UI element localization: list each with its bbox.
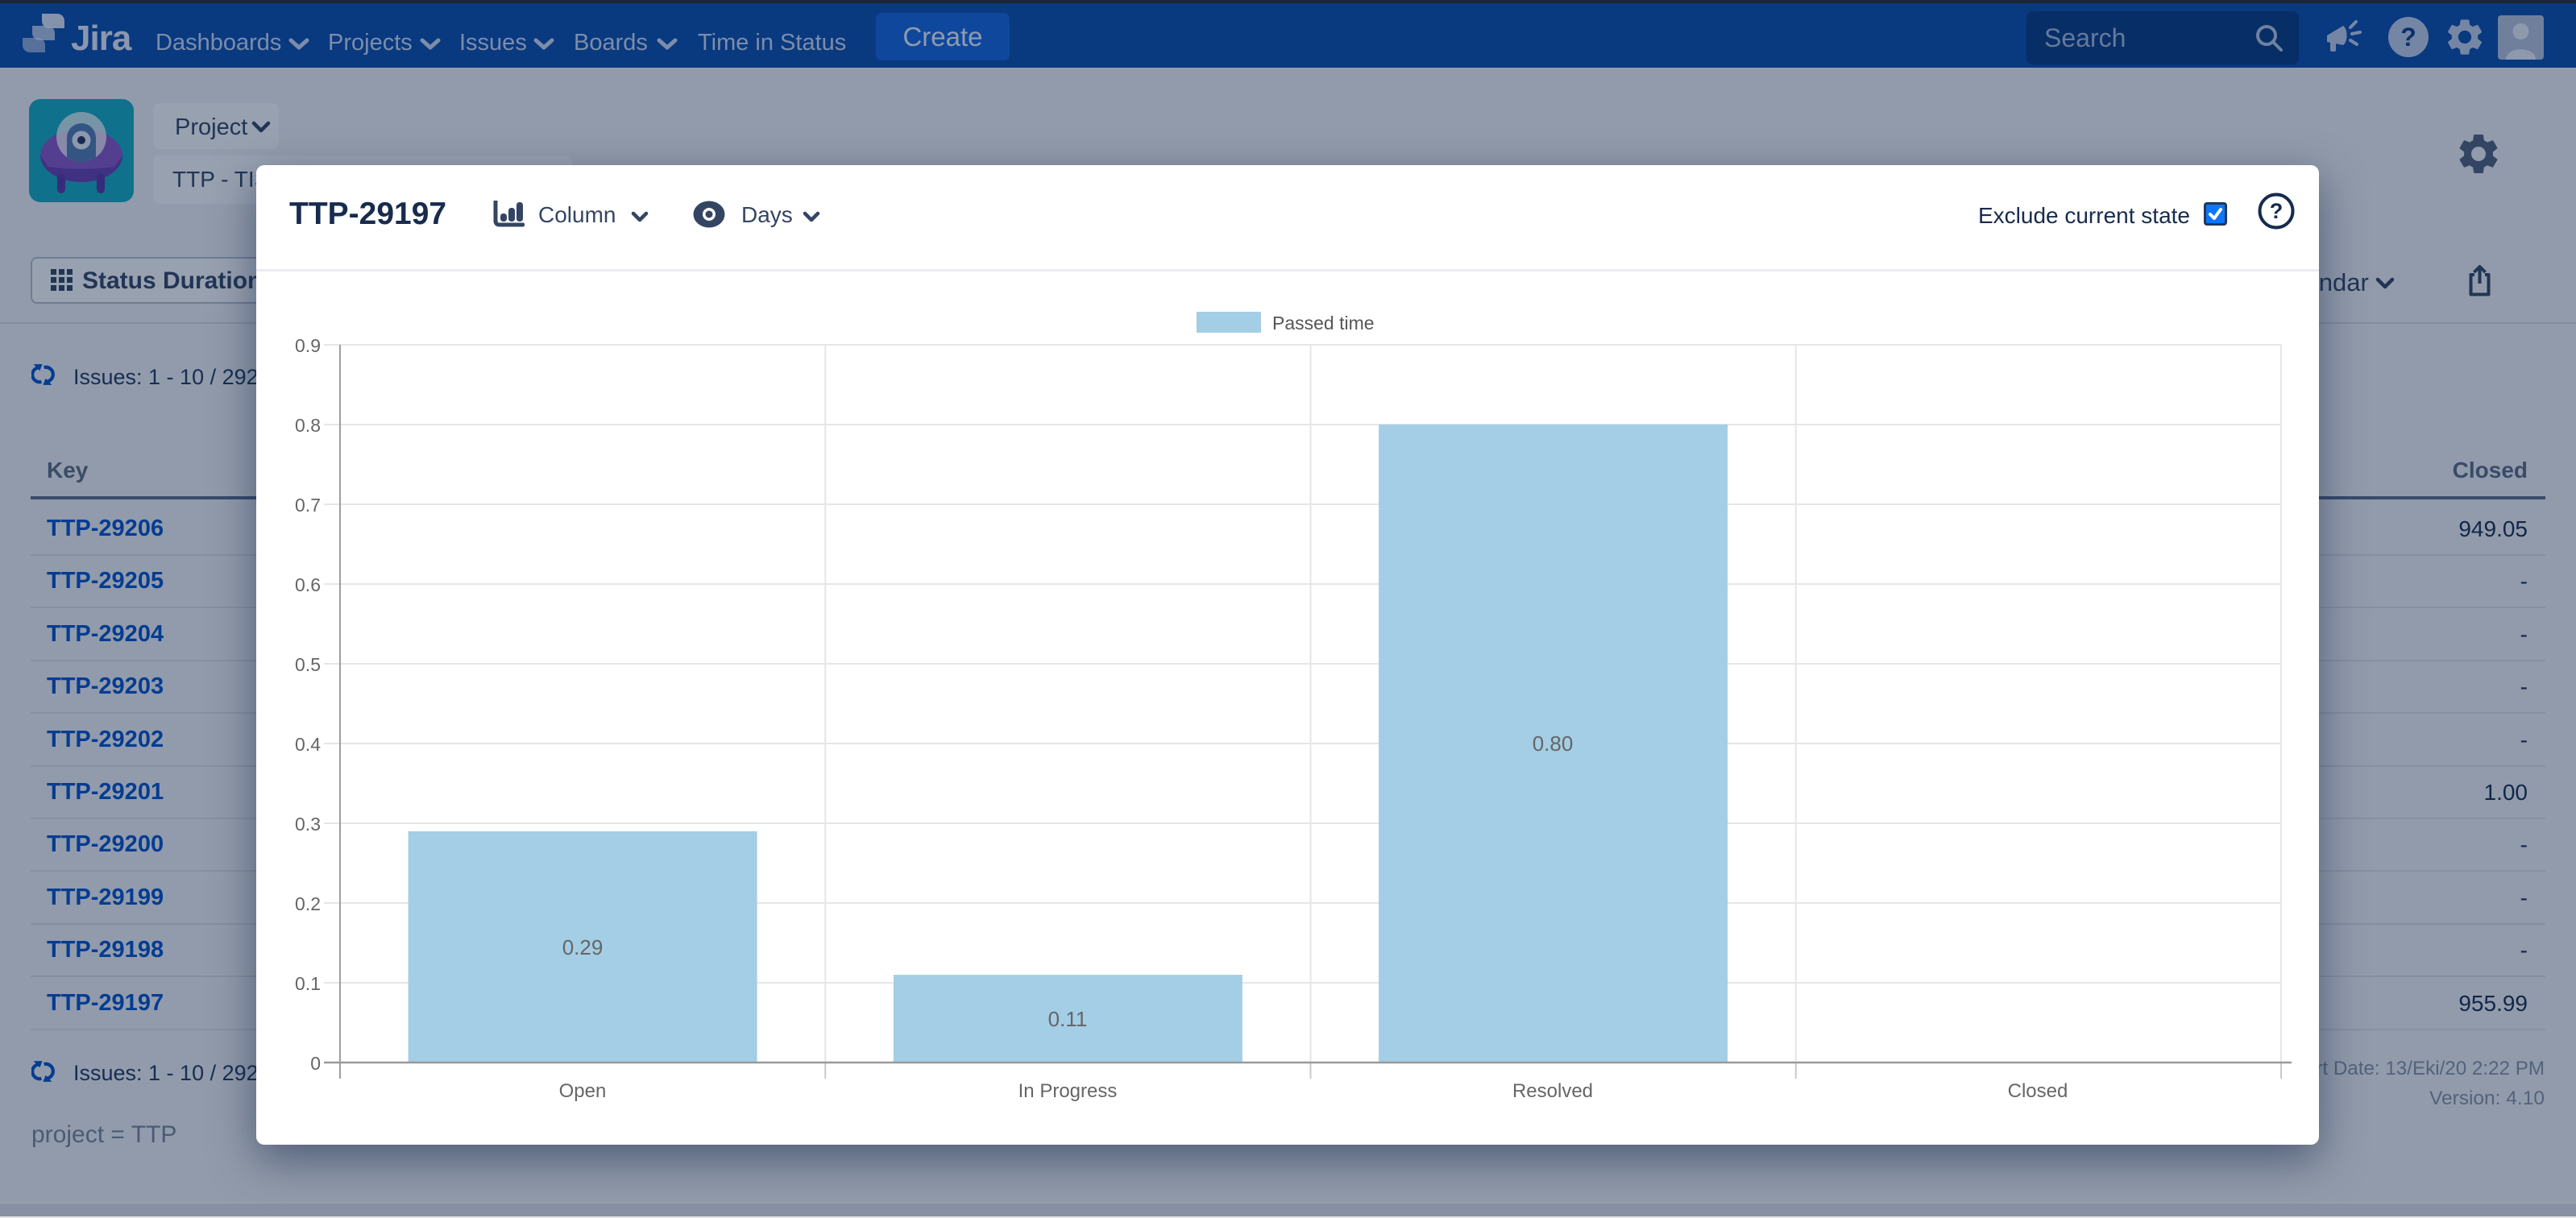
svg-text:0.8: 0.8 (295, 415, 321, 436)
svg-text:0.6: 0.6 (295, 574, 321, 595)
svg-text:Closed: Closed (2008, 1080, 2068, 1102)
svg-text:0.11: 0.11 (1048, 1007, 1088, 1031)
svg-text:0.5: 0.5 (295, 654, 321, 675)
svg-text:In Progress: In Progress (1018, 1080, 1118, 1102)
svg-text:0.3: 0.3 (295, 814, 321, 835)
svg-text:Resolved: Resolved (1512, 1080, 1593, 1102)
svg-text:0.29: 0.29 (562, 935, 604, 959)
svg-text:0.9: 0.9 (295, 335, 321, 356)
svg-text:?: ? (2270, 199, 2284, 223)
svg-text:0.2: 0.2 (295, 893, 321, 914)
svg-text:0.1: 0.1 (295, 973, 321, 994)
svg-text:Open: Open (559, 1080, 607, 1102)
svg-text:0.4: 0.4 (295, 734, 321, 755)
svg-text:0: 0 (310, 1053, 321, 1074)
svg-text:0.80: 0.80 (1533, 731, 1574, 756)
svg-text:?: ? (2400, 23, 2416, 52)
svg-text:0.7: 0.7 (295, 495, 321, 516)
